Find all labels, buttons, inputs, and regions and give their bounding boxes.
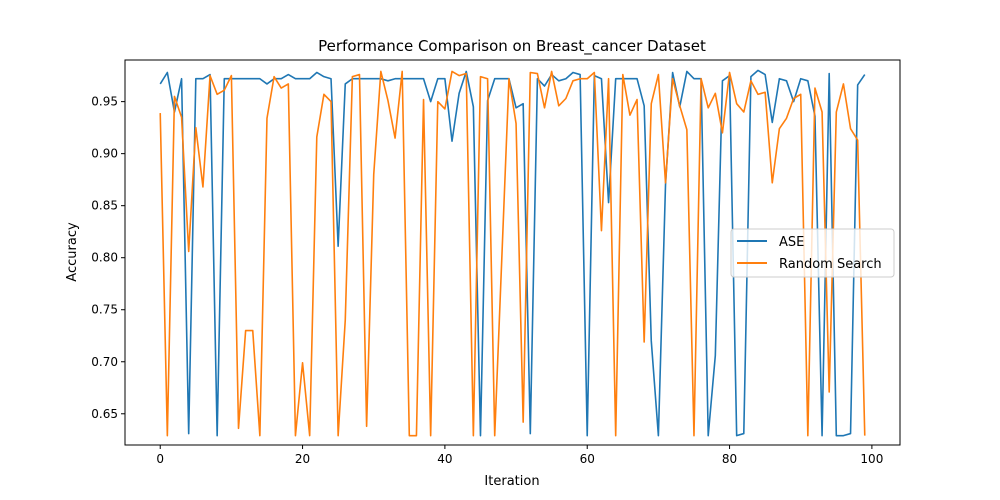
x-axis-label: Iteration xyxy=(484,474,539,489)
x-tick-label: 0 xyxy=(156,452,164,466)
axes: 0 20 40 60 80 100 0.65 0.70 0.75 0.80 0.85 0.90 0.95 xyxy=(91,95,883,466)
y-tick-label: 0.65 xyxy=(91,407,118,421)
y-tick-label: 0.90 xyxy=(91,147,118,161)
series-line-random-search xyxy=(159,70,866,437)
legend-box xyxy=(730,228,895,278)
legend-label-random-search: Random Search xyxy=(779,257,882,272)
x-tick-label: 20 xyxy=(295,452,310,466)
y-tick-label: 0.75 xyxy=(91,303,118,317)
plot-frame xyxy=(124,59,901,446)
y-tick-label: 0.80 xyxy=(91,251,118,265)
x-tick-label: 60 xyxy=(580,452,595,466)
legend-label-ase: ASE xyxy=(779,235,804,250)
legend: ASE Random Search xyxy=(730,228,895,278)
x-tick-label: 100 xyxy=(860,452,883,466)
x-tick-label: 80 xyxy=(722,452,737,466)
y-tick-label: 0.85 xyxy=(91,199,118,213)
y-tick-label: 0.70 xyxy=(91,355,118,369)
chart-title: Performance Comparison on Breast_cancer … xyxy=(318,37,706,56)
y-axis-label: Accuracy xyxy=(65,222,80,282)
y-tick-label: 0.95 xyxy=(91,95,118,109)
x-tick-label: 40 xyxy=(437,452,452,466)
